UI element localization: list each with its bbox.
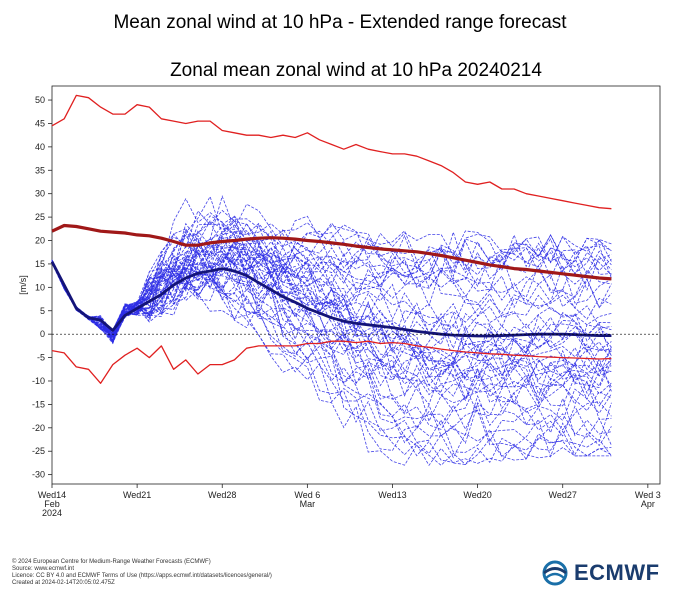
y-tick-label: 15 [35,259,45,269]
y-tick-label: 20 [35,236,45,246]
ensemble-member-line [51,215,612,345]
ensemble-member-line [51,220,612,423]
ensemble-member-line [51,230,612,350]
ensemble-member-line [51,231,612,400]
footer: © 2024 European Centre for Medium-Range … [12,559,272,587]
x-tick-label: Wed 3 [635,490,661,500]
y-tick-label: 10 [35,282,45,292]
y-tick-label: 0 [40,329,45,339]
climate-mean-line [51,223,612,281]
y-tick-label: 35 [35,165,45,175]
ecmwf-logo-icon [542,560,568,586]
y-tick-label: -15 [32,399,45,409]
x-tick-label: Wed14 [38,490,66,500]
y-axis-label: [m/s] [18,275,28,295]
x-tick-label: Feb [44,499,60,509]
x-tick-label: Apr [641,499,655,509]
ensemble-member-line [51,250,612,352]
x-tick-label: Wed27 [549,490,577,500]
ensemble-member-line [51,222,612,467]
ensemble-member-line [51,224,612,387]
ensemble-member-line [51,250,612,395]
y-tick-label: 30 [35,189,45,199]
ensemble-member-line [51,209,612,353]
chart-title: Zonal mean zonal wind at 10 hPa 20240214 [170,60,542,81]
ensemble-member-line [51,262,612,466]
climate-max-line [51,94,612,210]
ensemble-member-line [51,262,612,336]
ensemble-member-line [51,236,612,464]
ecmwf-logo: ECMWF [540,560,660,586]
y-tick-label: 40 [35,142,45,152]
x-tick-label: Mar [300,499,316,509]
ensemble-member-line [51,248,612,335]
ensemble-member-line [51,262,612,380]
ensemble-member-line [51,238,612,368]
ensemble-member-line [51,237,612,335]
y-tick-label: -10 [32,376,45,386]
ensemble-member-line [51,239,612,345]
plot-frame [51,85,661,485]
ensemble-member-line [51,215,612,361]
main-series [50,94,612,384]
ensemble-member-line [51,248,612,458]
ecmwf-logo-text: ECMWF [574,560,660,585]
climate-min-line [51,340,612,384]
axes: -30 -25 -20 -15 -10 -5 0 5 10 15 20 25 30 35 40 45 50 Wed… [32,95,661,518]
ensemble-member-line [51,246,612,340]
ensemble-member-line [51,260,612,444]
ensemble-member-line [51,236,612,344]
y-tick-label: 45 [35,118,45,128]
y-tick-label: -5 [37,353,45,363]
footer-source: Source: www.ecmwf.int [12,566,75,572]
x-tick-label: Wed13 [378,490,406,500]
ensemble-member-line [51,239,612,395]
ensemble-member-line [51,195,612,382]
x-tick-label: Wed21 [123,490,151,500]
y-tick-label: -20 [32,423,45,433]
ensemble-member-line [51,262,612,381]
page-title: Mean zonal wind at 10 hPa - Extended ran… [113,12,567,33]
x-tick-label: Wed28 [208,490,236,500]
ensemble-member-line [51,221,612,338]
ensemble-member-line [51,261,612,451]
ensemble-member-line [51,222,612,335]
x-tick-label: Wed20 [463,490,491,500]
y-tick-label: -30 [32,470,45,480]
ensemble-member-line [51,260,612,459]
y-tick-label: 5 [40,306,45,316]
y-tick-label: -25 [32,446,45,456]
x-tick-label: 2024 [42,508,62,518]
ensemble-members [51,195,612,467]
y-tick-label: 25 [35,212,45,222]
ensemble-member-line [51,262,612,414]
ensemble-member-line [51,259,612,389]
x-tick-label: Wed 6 [294,490,320,500]
y-tick-label: 50 [35,95,45,105]
footer-created: Created at 2024-02-14T20:05:02.475Z [12,580,115,586]
footer-copyright: © 2024 European Centre for Medium-Range … [12,559,211,565]
ensemble-mean-line [50,260,612,338]
footer-licence: Licence: CC BY 4.0 and ECMWF Terms of Us… [12,573,272,579]
